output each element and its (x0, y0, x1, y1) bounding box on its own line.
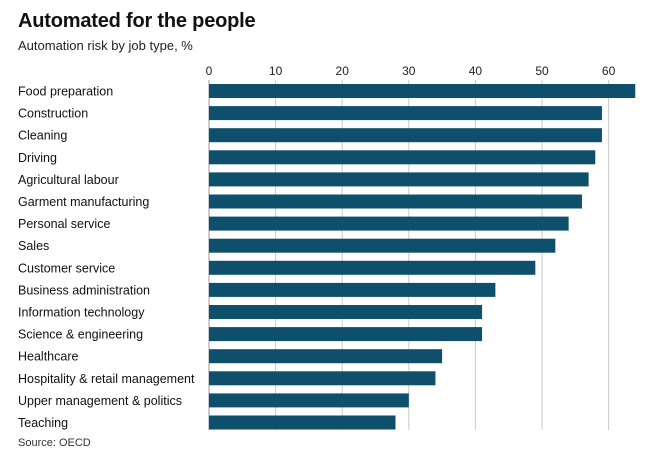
bar (209, 128, 602, 143)
category-label: Hospitality & retail management (18, 372, 195, 386)
category-label: Teaching (18, 416, 68, 430)
bar (209, 194, 582, 209)
x-tick-label: 0 (206, 64, 213, 78)
bar (209, 305, 483, 319)
category-label: Healthcare (18, 350, 78, 364)
x-axis-ticks: 0 10 20 30 40 50 60 (206, 64, 616, 78)
bar (209, 349, 443, 364)
category-label: Business administration (18, 283, 150, 297)
bar (209, 216, 569, 231)
category-labels: Food preparation Construction Cleaning Driv… (18, 85, 195, 431)
bars (209, 84, 636, 430)
bar (209, 84, 636, 98)
x-tick-label: 60 (602, 64, 616, 78)
category-label: Construction (18, 107, 88, 121)
bar (209, 150, 596, 165)
bar (209, 260, 536, 275)
category-label: Personal service (18, 217, 110, 231)
bar (209, 282, 496, 297)
bar (209, 415, 396, 430)
source-note: Source: OECD (18, 437, 91, 449)
category-label: Cleaning (18, 129, 67, 143)
bar (209, 327, 483, 342)
category-label: Agricultural labour (18, 173, 119, 187)
category-label: Upper management & politics (18, 394, 182, 408)
chart-subtitle: Automation risk by job type, % (18, 38, 193, 53)
x-tick-label: 50 (535, 64, 549, 78)
category-label: Driving (18, 151, 57, 165)
bar (209, 106, 602, 121)
bar (209, 238, 556, 253)
category-label: Food preparation (18, 85, 113, 99)
category-label: Sales (18, 239, 49, 253)
category-label: Information technology (18, 306, 145, 320)
x-tick-label: 20 (336, 64, 350, 78)
category-label: Garment manufacturing (18, 195, 149, 209)
bar (209, 393, 409, 408)
x-tick-label: 10 (269, 64, 283, 78)
bar (209, 172, 589, 187)
category-label: Customer service (18, 261, 115, 275)
chart-title: Automated for the people (18, 10, 256, 32)
x-tick-label: 30 (402, 64, 416, 78)
category-label: Science & engineering (18, 328, 143, 342)
bar (209, 371, 436, 386)
x-tick-label: 40 (469, 64, 483, 78)
